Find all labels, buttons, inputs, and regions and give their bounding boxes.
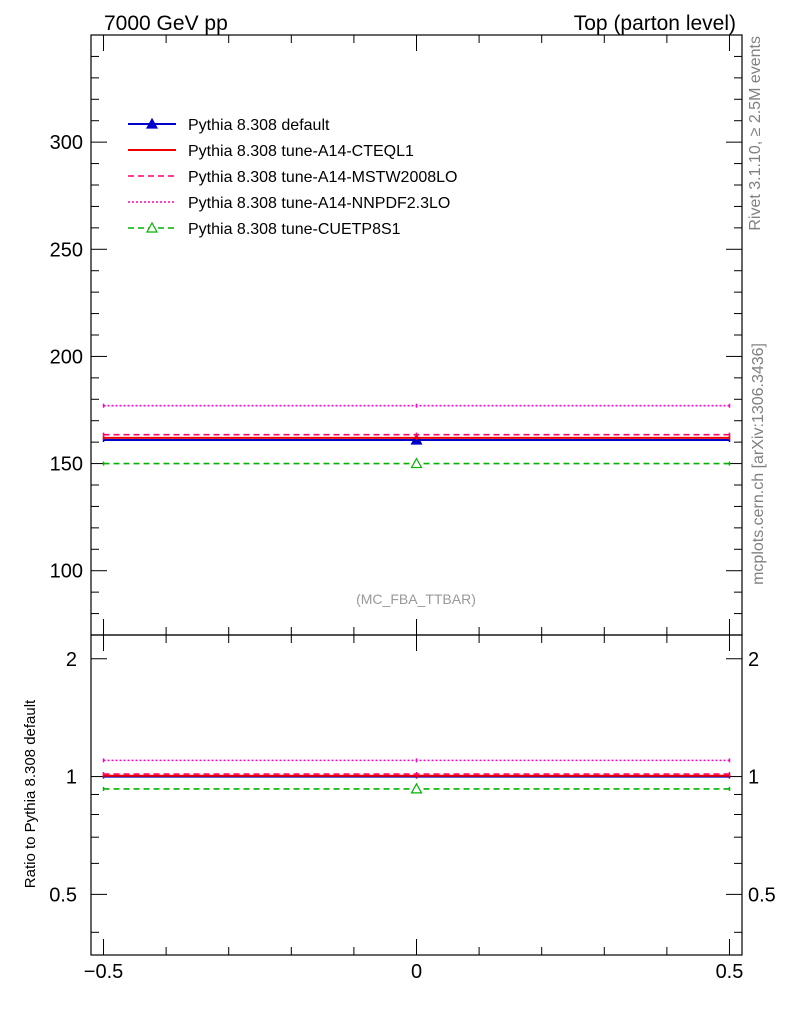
header-left: 7000 GeV pp — [104, 12, 228, 35]
y-tick-label: 300 — [50, 132, 83, 154]
ratio-y-tick-label-right: 1 — [748, 767, 759, 789]
ratio-y-tick-label-left: 0.5 — [49, 884, 77, 906]
ratio-plot-area: 0.5 0.5 1 1 2 2 — [49, 634, 776, 956]
y-tick-label: 100 — [50, 561, 83, 583]
ratio-y-tick-label-right: 0.5 — [748, 884, 776, 906]
legend-label: Pythia 8.308 default — [188, 117, 330, 134]
ratio-series-marker-5 — [410, 782, 423, 794]
y-tick-label: 150 — [50, 454, 83, 476]
ratio-y-tick-label-left: 1 — [66, 767, 77, 789]
legend-marker — [145, 117, 159, 129]
rivet-label: Rivet 3.1.10, ≥ 2.5M events — [747, 36, 764, 231]
legend: Pythia 8.308 default Pythia 8.308 tune-A1… — [128, 117, 457, 238]
analysis-watermark: (MC_FBA_TTBAR) — [356, 591, 476, 607]
ratio-plot-frame — [90, 634, 743, 956]
main-series-marker-5 — [410, 457, 423, 469]
legend-label: Pythia 8.308 tune-A14-CTEQL1 — [188, 143, 414, 160]
y-tick-label: 200 — [50, 346, 83, 368]
source-label: mcplots.cern.ch [arXiv:1306.3436] — [750, 343, 767, 585]
x-tick-label: 0 — [411, 961, 422, 983]
ratio-y-tick-label-left: 2 — [66, 649, 77, 671]
legend-marker — [145, 221, 159, 233]
y-tick-label: 250 — [50, 239, 83, 261]
ratio-y-tick-label-right: 2 — [748, 649, 759, 671]
legend-label: Pythia 8.308 tune-A14-NNPDF2.3LO — [188, 195, 450, 212]
main-plot-area: 100 150 200 250 300 (MC_FBA_TTBAR) Pythia 8.… — [50, 34, 743, 636]
legend-label: Pythia 8.308 tune-CUETP8S1 — [188, 221, 401, 238]
ratio-y-axis-label: Ratio to Pythia 8.308 default — [22, 699, 39, 888]
legend-label: Pythia 8.308 tune-A14-MSTW2008LO — [188, 169, 457, 186]
header-right: Top (parton level) — [574, 12, 736, 35]
x-tick-label: −0.5 — [84, 961, 123, 983]
x-tick-label: 0.5 — [716, 961, 744, 983]
